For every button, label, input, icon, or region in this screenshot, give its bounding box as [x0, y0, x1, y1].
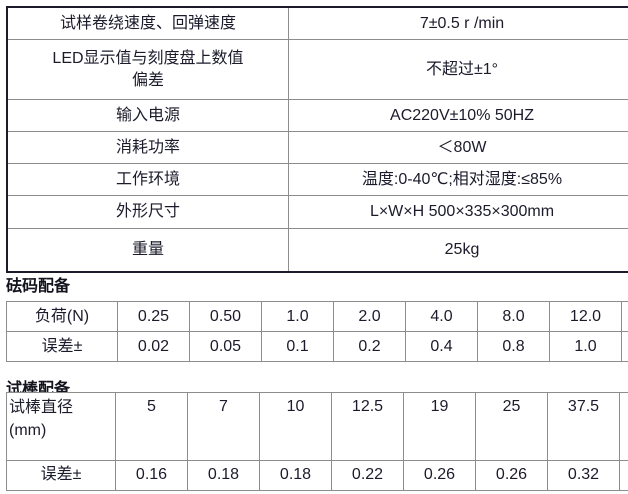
rods-row-head-diameter-line2: (mm) [9, 422, 47, 440]
spec-value-winding-speed: 7±0.5 r /min [288, 6, 628, 40]
rods-error-cell: 0.26 [403, 460, 476, 491]
weights-table-container: 负荷(N) 0.25 0.50 1.0 2.0 4.0 8.0 12.0 15.… [6, 301, 628, 362]
rods-error-cell: 0.22 [331, 460, 404, 491]
table-row: 试样卷绕速度、回弹速度 7±0.5 r /min [6, 6, 628, 40]
rods-diameter-cell: 12.5 [331, 392, 404, 461]
section-heading-weights: 砝码配备 [6, 278, 71, 295]
spec-label-weight: 重量 [6, 228, 289, 273]
table-row: 负荷(N) 0.25 0.50 1.0 2.0 4.0 8.0 12.0 15.… [6, 301, 628, 332]
weights-load-cell: 12.0 [549, 301, 622, 332]
weights-load-cell: 8.0 [477, 301, 550, 332]
rods-table-container: 试棒直径 (mm) 5 7 10 12.5 19 25 37.5 50 误差± … [6, 392, 628, 491]
spec-value-input-power: AC220V±10% 50HZ [288, 99, 628, 132]
specification-table-container: 试样卷绕速度、回弹速度 7±0.5 r /min LED显示值与刻度盘上数值 偏… [6, 6, 628, 273]
weights-error-cell: 1.0 [621, 331, 628, 362]
spec-label-dimensions: 外形尺寸 [6, 195, 289, 229]
spec-label-led-deviation: LED显示值与刻度盘上数值 偏差 [6, 39, 289, 100]
weights-load-cell: 2.0 [333, 301, 406, 332]
weights-load-cell: 1.0 [261, 301, 334, 332]
rods-error-cell: 0.18 [259, 460, 332, 491]
spec-value-power-consumption: ＜80W [288, 131, 628, 164]
rods-error-cell: 0.18 [187, 460, 260, 491]
weights-error-cell: 0.02 [117, 331, 190, 362]
specification-table: 试样卷绕速度、回弹速度 7±0.5 r /min LED显示值与刻度盘上数值 偏… [6, 6, 628, 273]
weights-load-cell: 15.0 [621, 301, 628, 332]
table-row: 误差± 0.02 0.05 0.1 0.2 0.4 0.8 1.0 1.0 [6, 331, 628, 362]
rods-row-head-diameter-line1: 试棒直径 [9, 399, 74, 416]
weights-load-cell: 4.0 [405, 301, 478, 332]
spec-label-power-consumption: 消耗功率 [6, 131, 289, 164]
rods-error-cell: 0.16 [115, 460, 188, 491]
table-row: 试棒直径 (mm) 5 7 10 12.5 19 25 37.5 50 [6, 392, 628, 461]
table-row: 工作环境 温度:0-40℃;相对湿度:≤85% [6, 163, 628, 196]
weights-load-cell: 0.25 [117, 301, 190, 332]
table-row: 输入电源 AC220V±10% 50HZ [6, 99, 628, 132]
weights-error-cell: 1.0 [549, 331, 622, 362]
table-row: 外形尺寸 L×W×H 500×335×300mm [6, 195, 628, 229]
weights-error-cell: 0.8 [477, 331, 550, 362]
rods-diameter-cell: 37.5 [547, 392, 620, 461]
rods-table: 试棒直径 (mm) 5 7 10 12.5 19 25 37.5 50 误差± … [6, 392, 628, 491]
weights-error-cell: 0.05 [189, 331, 262, 362]
spec-label-led-deviation-line1: LED显示值与刻度盘上数值 [52, 49, 244, 67]
weights-row-head-error: 误差± [6, 331, 118, 362]
rods-diameter-cell: 25 [475, 392, 548, 461]
weights-row-head-load: 负荷(N) [6, 301, 118, 332]
rods-diameter-cell: 50 [619, 392, 628, 461]
spec-value-led-deviation: 不超过±1° [288, 39, 628, 100]
rods-diameter-cell: 19 [403, 392, 476, 461]
rods-error-cell: 0.32 [619, 460, 628, 491]
table-row: 重量 25kg [6, 228, 628, 273]
weights-error-cell: 0.2 [333, 331, 406, 362]
rods-diameter-cell: 5 [115, 392, 188, 461]
rods-diameter-cell: 7 [187, 392, 260, 461]
spec-value-weight: 25kg [288, 228, 628, 273]
weights-error-cell: 0.1 [261, 331, 334, 362]
rods-row-head-error: 误差± [6, 460, 116, 491]
weights-error-cell: 0.4 [405, 331, 478, 362]
rods-diameter-cell: 10 [259, 392, 332, 461]
table-row: LED显示值与刻度盘上数值 偏差 不超过±1° [6, 39, 628, 100]
spec-value-working-environment: 温度:0-40℃;相对湿度:≤85% [288, 163, 628, 196]
table-row: 误差± 0.16 0.18 0.18 0.22 0.26 0.26 0.32 0… [6, 460, 628, 491]
spec-value-dimensions: L×W×H 500×335×300mm [288, 195, 628, 229]
rods-error-cell: 0.26 [475, 460, 548, 491]
spec-label-winding-speed: 试样卷绕速度、回弹速度 [6, 6, 289, 40]
weights-load-cell: 0.50 [189, 301, 262, 332]
spec-label-input-power: 输入电源 [6, 99, 289, 132]
spec-label-led-deviation-line2: 偏差 [131, 71, 164, 89]
rods-error-cell: 0.32 [547, 460, 620, 491]
weights-table: 负荷(N) 0.25 0.50 1.0 2.0 4.0 8.0 12.0 15.… [6, 301, 628, 362]
rods-row-head-diameter: 试棒直径 (mm) [6, 392, 116, 461]
spec-label-working-environment: 工作环境 [6, 163, 289, 196]
table-row: 消耗功率 ＜80W [6, 131, 628, 164]
